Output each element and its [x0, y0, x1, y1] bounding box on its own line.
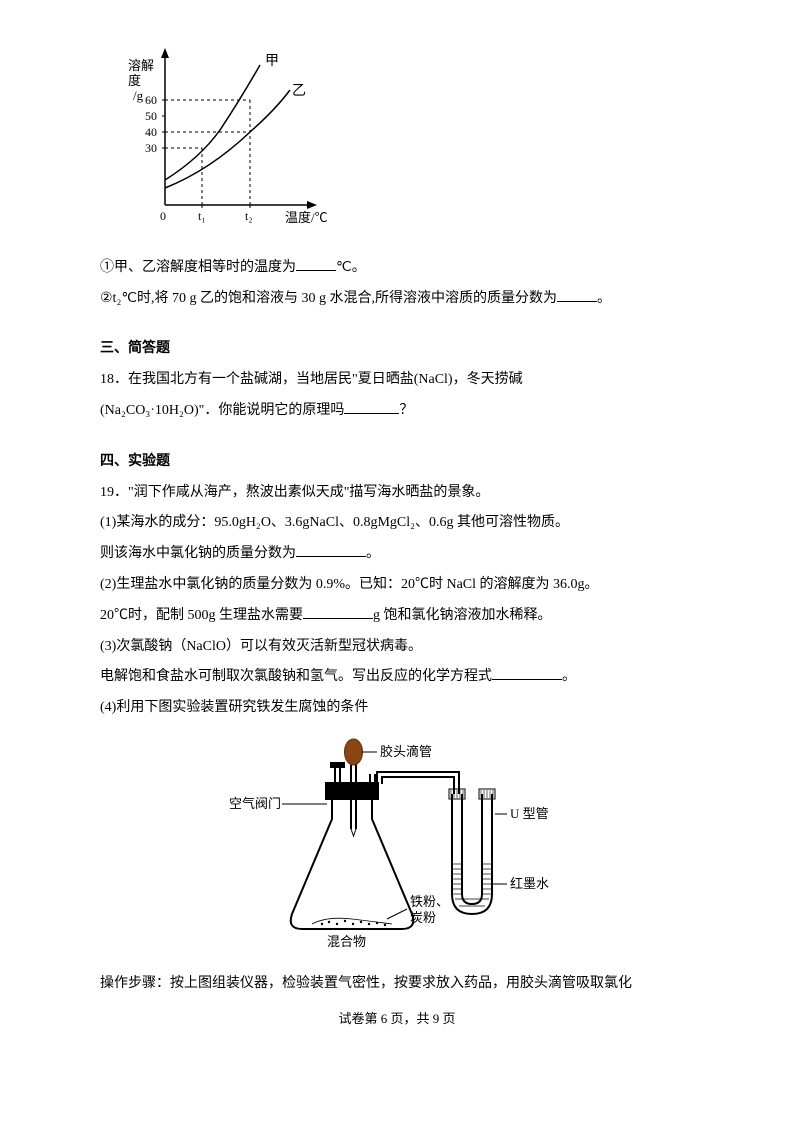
- iron-label: 铁粉、: [410, 894, 449, 909]
- question-chart-2: ②t₂℃时,将 70 g 乙的饱和溶液与 30 g 水混合,所得溶液中溶质的质量…: [100, 284, 694, 315]
- series-b-label: 乙: [292, 83, 306, 99]
- section-3-title: 三、简答题: [100, 334, 694, 365]
- svg-text:度: 度: [128, 73, 141, 88]
- svg-text:50: 50: [145, 109, 157, 123]
- svg-text:t₂: t₂: [245, 209, 253, 223]
- svg-text:30: 30: [145, 141, 157, 155]
- valve-label: 空气阀门: [229, 796, 281, 811]
- svg-text:/g: /g: [133, 88, 144, 103]
- question-19-4: (4)利用下图实验装置研究铁发生腐蚀的条件: [100, 693, 694, 724]
- curve-b: [165, 90, 290, 188]
- question-19-2b: 20℃时，配制 500g 生理盐水需要g 饱和氯化钠溶液加水稀释。: [100, 601, 694, 632]
- question-chart-1: ①甲、乙溶解度相等时的温度为℃。: [100, 253, 694, 284]
- dropper-label: 胶头滴管: [380, 744, 432, 759]
- svg-text:t₁: t₁: [198, 209, 206, 223]
- section-4-title: 四、实验题: [100, 447, 694, 478]
- question-19-3a: (3)次氯酸钠（NaClO）可以有效灭活新型冠状病毒。: [100, 632, 694, 663]
- mixture-label: 混合物: [327, 934, 366, 949]
- carbon-label: 炭粉: [410, 910, 436, 925]
- chart-ylabel: 溶解: [128, 58, 154, 73]
- page-footer: 试卷第 6 页，共 9 页: [100, 1005, 694, 1034]
- svg-text:40: 40: [145, 125, 157, 139]
- series-a-label: 甲: [265, 54, 279, 69]
- question-19-last: 操作步骤：按上图组装仪器，检验装置气密性，按要求放入药品，用胶头滴管吸取氯化: [100, 969, 694, 1000]
- ink-label: 红墨水: [510, 876, 549, 891]
- question-19-1b: 则该海水中氯化钠的质量分数为。: [100, 539, 694, 570]
- question-18-line2: (Na₂CO₃·10H₂O)"．你能说明它的原理吗？: [100, 396, 694, 427]
- question-19-intro: 19．"润下作咸从海产，熬波出素似天成"描写海水晒盐的景象。: [100, 478, 694, 509]
- question-18-line1: 18．在我国北方有一个盐碱湖，当地居民"夏日晒盐(NaCl)，冬天捞碱: [100, 365, 694, 396]
- question-19-1a: (1)某海水的成分：95.0gH₂O、3.6gNaCl、0.8gMgCl₂、0.…: [100, 508, 694, 539]
- utube-label: U 型管: [510, 806, 549, 821]
- chart-xlabel: 温度/℃: [285, 210, 328, 225]
- solubility-chart: 溶解 度 /g 温度/℃ 60 50 40 30 0 t₁ t₂ 甲 乙: [110, 40, 694, 243]
- apparatus-diagram: 胶头滴管 空气阀门 U 型管 铁粉、 炭粉 混合物 红墨水: [227, 734, 567, 959]
- svg-text:0: 0: [160, 209, 166, 223]
- question-19-2a: (2)生理盐水中氯化钠的质量分数为 0.9%。已知：20℃时 NaCl 的溶解度…: [100, 570, 694, 601]
- svg-text:60: 60: [145, 93, 157, 107]
- question-19-3b: 电解饱和食盐水可制取次氯酸钠和氢气。写出反应的化学方程式。: [100, 662, 694, 693]
